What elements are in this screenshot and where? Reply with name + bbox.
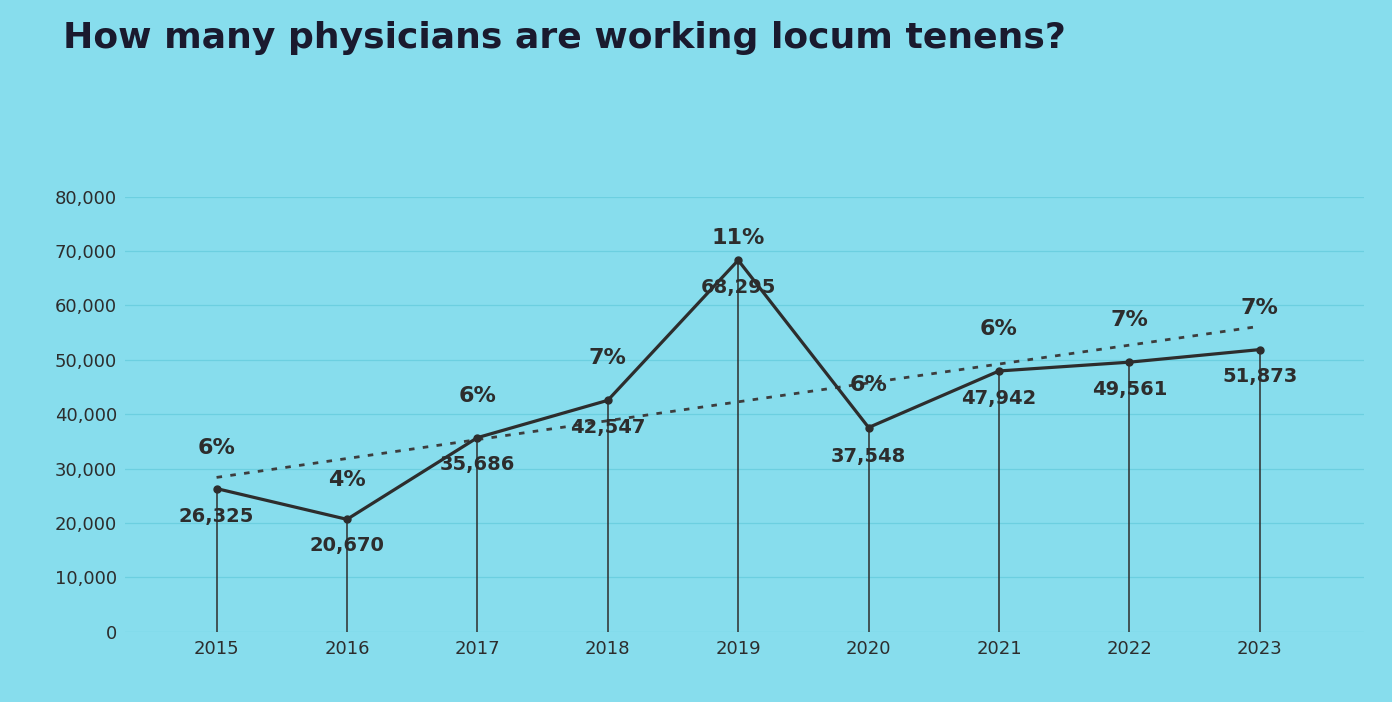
Text: 6%: 6%: [198, 438, 235, 458]
Text: 11%: 11%: [711, 228, 764, 249]
Text: 7%: 7%: [1240, 298, 1279, 318]
Text: 35,686: 35,686: [440, 455, 515, 474]
Text: 37,548: 37,548: [831, 446, 906, 466]
Text: 6%: 6%: [849, 375, 888, 395]
Text: 4%: 4%: [329, 470, 366, 490]
Text: 26,325: 26,325: [180, 507, 255, 526]
Text: 47,942: 47,942: [962, 389, 1037, 408]
Text: 7%: 7%: [589, 348, 626, 368]
Text: 7%: 7%: [1111, 310, 1148, 331]
Text: 20,670: 20,670: [309, 536, 384, 555]
Text: 49,561: 49,561: [1091, 380, 1166, 399]
Text: 6%: 6%: [980, 319, 1018, 339]
Text: 6%: 6%: [458, 386, 497, 406]
Text: 51,873: 51,873: [1222, 367, 1297, 386]
Text: 42,547: 42,547: [571, 418, 646, 437]
Text: 68,295: 68,295: [700, 278, 775, 297]
Text: How many physicians are working locum tenens?: How many physicians are working locum te…: [63, 21, 1065, 55]
